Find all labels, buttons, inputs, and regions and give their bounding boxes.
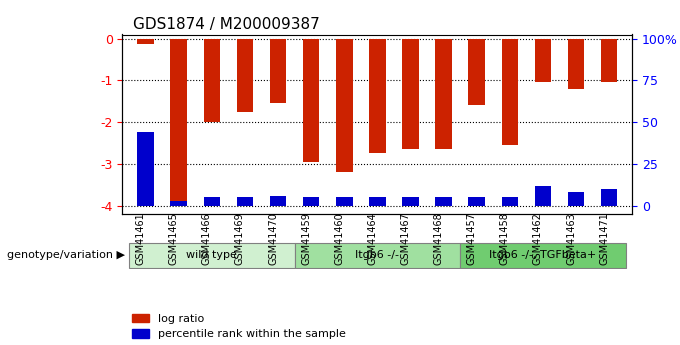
Bar <box>469 197 485 206</box>
Text: Itgb6 -/-, TGFbeta+: Itgb6 -/-, TGFbeta+ <box>490 250 596 260</box>
FancyBboxPatch shape <box>129 243 294 268</box>
Text: GSM41465: GSM41465 <box>169 212 179 265</box>
Text: genotype/variation ▶: genotype/variation ▶ <box>7 250 125 260</box>
Text: wild type: wild type <box>186 250 237 260</box>
Bar <box>601 189 617 206</box>
Bar <box>203 197 220 206</box>
Text: GDS1874 / M200009387: GDS1874 / M200009387 <box>133 17 320 32</box>
FancyBboxPatch shape <box>460 243 626 268</box>
Bar <box>137 132 154 206</box>
Legend: log ratio, percentile rank within the sample: log ratio, percentile rank within the sa… <box>128 309 350 344</box>
Bar <box>137 39 154 44</box>
Bar <box>270 39 286 104</box>
Bar <box>568 39 584 89</box>
Text: GSM41470: GSM41470 <box>268 212 278 265</box>
Bar <box>435 197 452 206</box>
Text: GSM41466: GSM41466 <box>202 212 211 265</box>
Text: GSM41458: GSM41458 <box>500 212 510 265</box>
Bar <box>303 197 320 206</box>
Bar <box>237 197 253 206</box>
Bar <box>303 39 320 162</box>
Text: GSM41467: GSM41467 <box>401 212 411 265</box>
Bar <box>601 39 617 82</box>
Bar <box>336 39 352 172</box>
Bar <box>403 197 419 206</box>
Text: GSM41461: GSM41461 <box>135 212 146 265</box>
Text: GSM41462: GSM41462 <box>533 212 543 265</box>
Bar <box>336 197 352 206</box>
Bar <box>502 197 518 206</box>
Text: GSM41459: GSM41459 <box>301 212 311 265</box>
Bar <box>203 39 220 122</box>
Bar <box>171 200 187 206</box>
Bar <box>502 39 518 145</box>
Bar <box>237 39 253 112</box>
Bar <box>369 39 386 154</box>
Bar <box>568 192 584 206</box>
Text: GSM41460: GSM41460 <box>335 212 344 265</box>
Bar <box>534 186 551 206</box>
Bar <box>403 39 419 149</box>
Bar <box>171 39 187 206</box>
FancyBboxPatch shape <box>294 243 460 268</box>
Text: GSM41471: GSM41471 <box>599 212 609 265</box>
Text: GSM41464: GSM41464 <box>367 212 377 265</box>
Text: GSM41468: GSM41468 <box>434 212 443 265</box>
Text: GSM41469: GSM41469 <box>235 212 245 265</box>
Bar <box>270 196 286 206</box>
Bar <box>435 39 452 149</box>
Text: GSM41463: GSM41463 <box>566 212 576 265</box>
Text: Itgb6 -/-: Itgb6 -/- <box>356 250 399 260</box>
Bar <box>469 39 485 106</box>
Text: GSM41457: GSM41457 <box>466 212 477 265</box>
Bar <box>534 39 551 82</box>
Bar <box>369 197 386 206</box>
